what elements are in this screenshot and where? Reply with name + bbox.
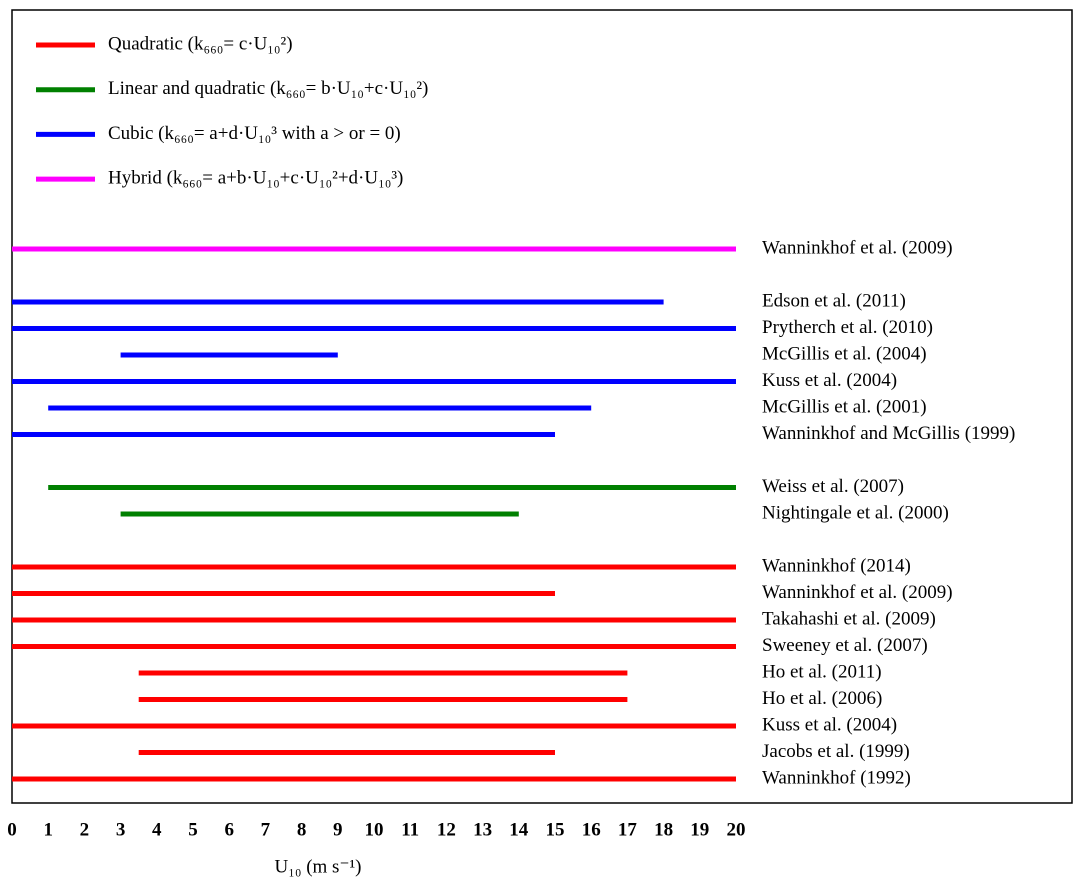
- x-tick-label: 12: [437, 819, 456, 840]
- legend-label: Hybrid (k₆₆₀= a+b·U₁₀+c·U₁₀²+d·U₁₀³): [108, 167, 403, 188]
- row-label: Wanninkhof et al. (2009): [762, 237, 953, 258]
- x-axis-label: U₁₀ (m s⁻¹): [274, 856, 361, 877]
- legend-label: Quadratic (k₆₆₀= c·U₁₀²): [108, 33, 293, 54]
- legend-label: Linear and quadratic (k₆₆₀= b·U₁₀+c·U₁₀²…: [108, 78, 428, 99]
- x-tick-label: 9: [333, 819, 343, 840]
- x-tick-label: 1: [43, 819, 53, 840]
- x-tick-label: 5: [188, 819, 198, 840]
- x-tick-label: 16: [582, 819, 601, 840]
- row-label: Wanninkhof (1992): [762, 767, 911, 788]
- x-tick-label: 6: [224, 819, 234, 840]
- x-tick-label: 17: [618, 819, 638, 840]
- x-tick-label: 18: [654, 819, 673, 840]
- row-label: McGillis et al. (2004): [762, 343, 927, 364]
- row-label: Nightingale et al. (2000): [762, 502, 949, 523]
- row-label: Jacobs et al. (1999): [762, 741, 910, 762]
- x-tick-label: 15: [546, 819, 565, 840]
- x-tick-label: 20: [727, 819, 746, 840]
- row-label: Edson et al. (2011): [762, 290, 906, 311]
- row-label: Weiss et al. (2007): [762, 476, 904, 497]
- x-tick-label: 0: [7, 819, 17, 840]
- plot-frame: [11, 9, 1073, 804]
- row-label: Kuss et al. (2004): [762, 370, 897, 391]
- row-label: Wanninkhof (2014): [762, 555, 911, 576]
- x-tick-label: 11: [401, 819, 419, 840]
- x-tick-label: 19: [690, 819, 709, 840]
- row-label: McGillis et al. (2001): [762, 396, 927, 417]
- row-label: Ho et al. (2006): [762, 688, 882, 709]
- row-label: Wanninkhof and McGillis (1999): [762, 423, 1015, 444]
- row-label: Takahashi et al. (2009): [762, 608, 936, 629]
- x-tick-label: 4: [152, 819, 162, 840]
- row-label: Sweeney et al. (2007): [762, 635, 928, 656]
- x-tick-label: 10: [365, 819, 384, 840]
- x-tick-label: 2: [80, 819, 90, 840]
- row-label: Wanninkhof et al. (2009): [762, 582, 953, 603]
- x-tick-label: 13: [473, 819, 492, 840]
- x-tick-label: 3: [116, 819, 126, 840]
- x-tick-label: 8: [297, 819, 307, 840]
- row-label: Ho et al. (2011): [762, 661, 882, 682]
- legend-label: Cubic (k₆₆₀= a+d·U₁₀³ with a > or = 0): [108, 123, 401, 144]
- x-tick-label: 7: [261, 819, 271, 840]
- x-tick-label: 14: [509, 819, 529, 840]
- row-label: Kuss et al. (2004): [762, 714, 897, 735]
- row-label: Prytherch et al. (2010): [762, 317, 933, 338]
